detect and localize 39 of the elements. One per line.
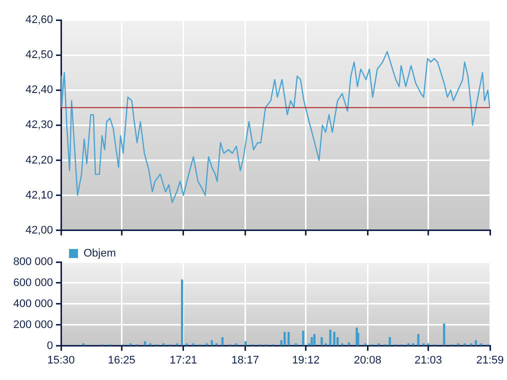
y-tick-label: 42,60 bbox=[25, 14, 53, 26]
bar bbox=[333, 332, 336, 346]
bar bbox=[244, 341, 247, 346]
y-tick-label: 42,10 bbox=[25, 189, 53, 202]
y-tick-label: 42,40 bbox=[25, 84, 53, 96]
bar bbox=[310, 337, 313, 346]
x-tick-label: 16:25 bbox=[108, 354, 136, 366]
bar bbox=[388, 337, 391, 346]
x-tick-label: 17:21 bbox=[170, 354, 198, 366]
y-tick-label: 42,00 bbox=[25, 224, 53, 236]
y-tick-label: 800 000 bbox=[13, 256, 53, 268]
bar bbox=[144, 341, 146, 346]
bar bbox=[417, 334, 420, 346]
y-tick-label: 0 bbox=[46, 340, 53, 352]
x-tick-label: 21:59 bbox=[476, 354, 504, 366]
y-tick-label: 42,20 bbox=[25, 154, 53, 166]
bar bbox=[288, 332, 290, 346]
y-tick-label: 400 000 bbox=[13, 298, 53, 310]
y-tick-label: 200 000 bbox=[13, 318, 53, 331]
x-tick-label: 18:17 bbox=[231, 354, 259, 366]
x-tick-label: 20:08 bbox=[354, 354, 382, 366]
bar bbox=[443, 323, 446, 346]
bar bbox=[313, 334, 316, 346]
bar bbox=[474, 340, 477, 346]
x-tick-label: 21:03 bbox=[414, 354, 442, 366]
x-tick-label: 19:12 bbox=[292, 354, 320, 366]
y-tick-label: 600 000 bbox=[13, 276, 53, 289]
y-tick-label: 42,30 bbox=[25, 119, 53, 132]
legend-label: Objem bbox=[84, 248, 116, 260]
y-tick-label: 42,50 bbox=[25, 49, 53, 62]
bar bbox=[221, 337, 224, 346]
bar bbox=[284, 332, 286, 346]
bar bbox=[210, 340, 213, 346]
bar bbox=[329, 330, 332, 346]
bar bbox=[348, 342, 350, 346]
bar bbox=[320, 337, 323, 346]
x-tick-label: 15:30 bbox=[47, 354, 75, 366]
bar bbox=[181, 279, 184, 346]
bar bbox=[302, 330, 304, 346]
